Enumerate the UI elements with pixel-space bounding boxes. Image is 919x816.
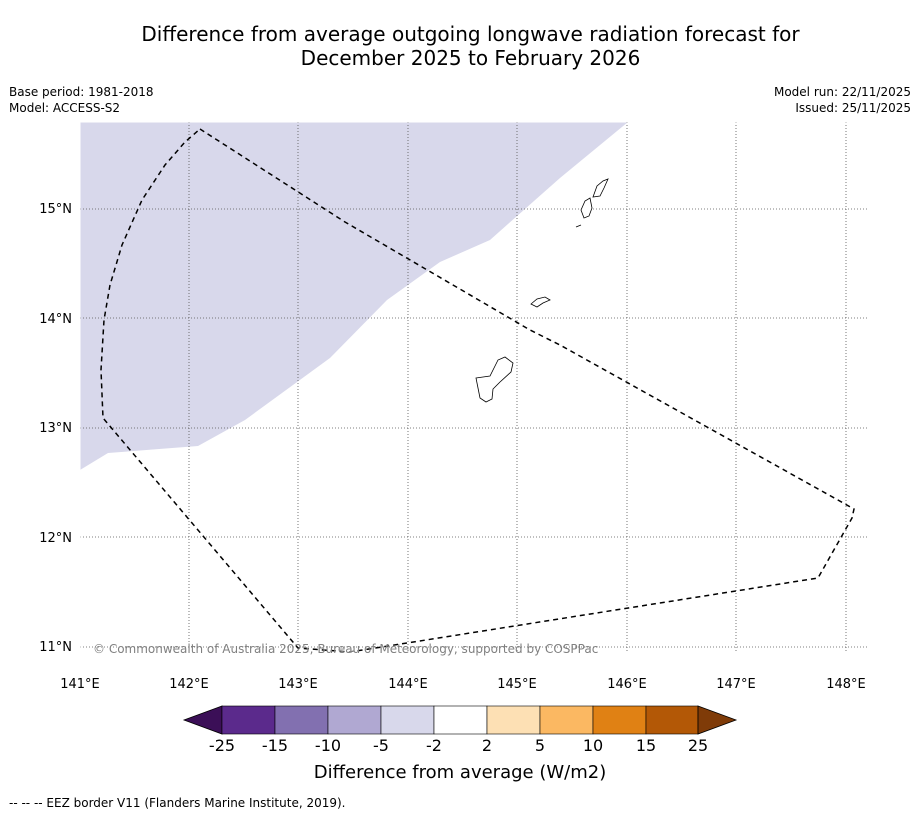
colorbar-segment — [221, 705, 276, 735]
colorbar-tick: 25 — [688, 736, 708, 755]
colorbar-label: Difference from average (W/m2) — [314, 762, 606, 783]
colorbar-tick: 15 — [636, 736, 656, 755]
map-frame — [79, 121, 869, 653]
lon-label: 147°E — [716, 677, 756, 692]
colorbar — [182, 705, 738, 735]
colorbar-tick: -15 — [262, 736, 288, 755]
lat-label: 15°N — [39, 202, 72, 217]
colorbar-segment — [380, 705, 435, 735]
lat-label: 12°N — [39, 531, 72, 546]
guam-island — [475, 356, 514, 403]
lon-label: 145°E — [497, 677, 537, 692]
issued-date: Issued: 25/11/2025 — [795, 101, 911, 115]
aguijan-island — [575, 224, 582, 228]
gridlines — [80, 122, 868, 652]
eez-border — [100, 128, 855, 653]
colorbar-segment — [486, 705, 541, 735]
colorbar-segment — [539, 705, 594, 735]
title-line-1: Difference from average outgoing longwav… — [141, 22, 800, 46]
colorbar-extend-right — [697, 705, 738, 735]
colorbar-segment — [645, 705, 699, 735]
islands — [475, 178, 609, 403]
lon-label: 141°E — [60, 677, 100, 692]
copyright-text: © Commonwealth of Australia 2025, Bureau… — [93, 642, 598, 656]
colorbar-segment — [327, 705, 382, 735]
colorbar-segment — [274, 705, 329, 735]
colorbar-tick: 2 — [482, 736, 492, 755]
lon-axis: 141°E 142°E 143°E 144°E 145°E 146°E 147°… — [60, 677, 866, 692]
colorbar-tick: -10 — [315, 736, 341, 755]
colorbar-segment — [592, 705, 647, 735]
rota-island — [530, 296, 551, 308]
base-period: Base period: 1981-2018 — [9, 85, 154, 99]
colorbar-tick: -5 — [373, 736, 389, 755]
saipan-island — [592, 178, 609, 198]
lon-label: 148°E — [826, 677, 866, 692]
eez-footnote: -- -- -- EEZ border V11 (Flanders Marine… — [9, 796, 346, 810]
lat-label: 13°N — [39, 421, 72, 436]
meta-left: Base period: 1981-2018 Model: ACCESS-S2 — [9, 84, 154, 116]
lon-label: 142°E — [169, 677, 209, 692]
colorbar-extend-left — [182, 705, 223, 735]
lat-label: 11°N — [39, 640, 72, 655]
colorbar-tick: 10 — [583, 736, 603, 755]
lat-axis: 15°N 14°N 13°N 12°N 11°N — [39, 202, 72, 655]
model-name: Model: ACCESS-S2 — [9, 101, 121, 115]
lon-label: 146°E — [607, 677, 647, 692]
tinian-island — [580, 197, 593, 219]
meta-right: Model run: 22/11/2025 Issued: 25/11/2025 — [774, 84, 911, 116]
lat-label: 14°N — [39, 312, 72, 327]
title-line-2: December 2025 to February 2026 — [300, 46, 641, 70]
map-panel: © Commonwealth of Australia 2025, Bureau… — [79, 121, 869, 656]
colorbar-tick: -2 — [426, 736, 442, 755]
model-run: Model run: 22/11/2025 — [773, 85, 911, 99]
lon-label: 143°E — [278, 677, 318, 692]
colorbar-tick: 5 — [535, 736, 545, 755]
colorbar-tick: -25 — [209, 736, 235, 755]
lon-label: 144°E — [388, 677, 428, 692]
colorbar-ticks: -25 -15 -10 -5 -2 2 5 10 15 25 — [209, 736, 708, 755]
colorbar-segment — [433, 705, 488, 735]
